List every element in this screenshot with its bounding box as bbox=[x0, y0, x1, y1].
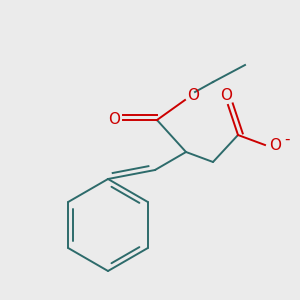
Text: O: O bbox=[220, 88, 232, 103]
Text: O: O bbox=[108, 112, 120, 128]
Text: O: O bbox=[187, 88, 199, 104]
Text: O: O bbox=[269, 137, 281, 152]
Text: -: - bbox=[284, 131, 290, 146]
